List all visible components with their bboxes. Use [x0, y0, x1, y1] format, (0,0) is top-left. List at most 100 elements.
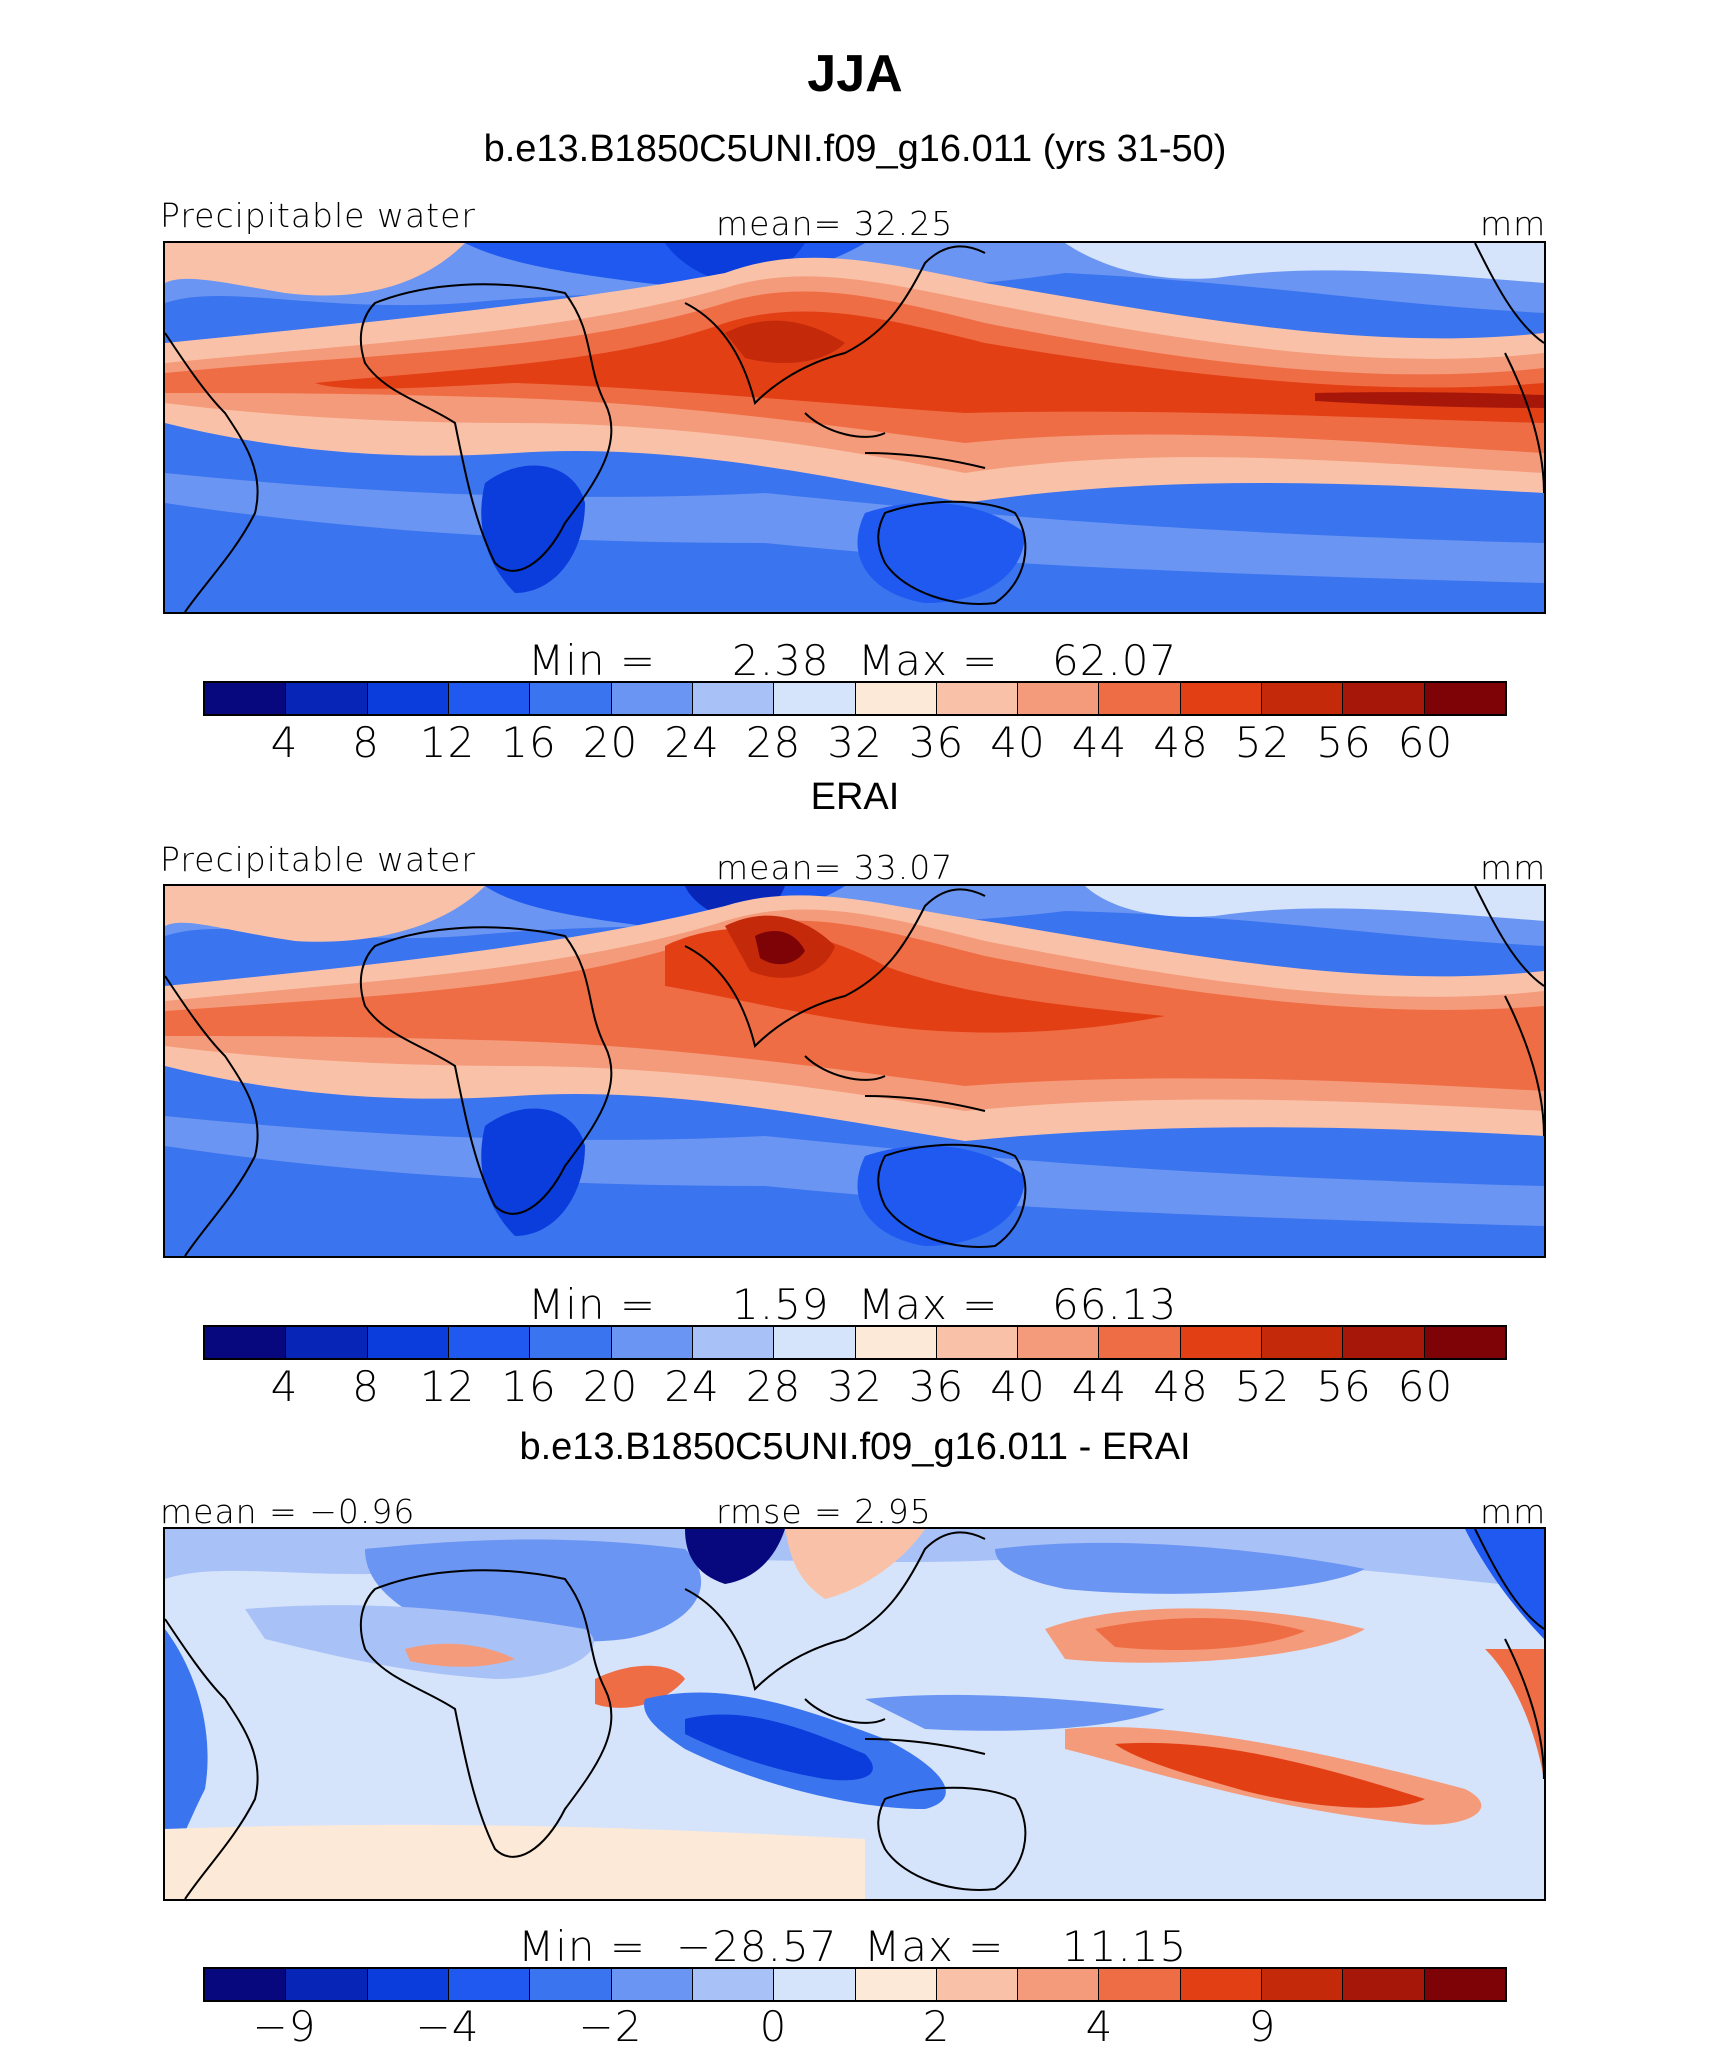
colorbar-swatch — [692, 1969, 775, 2000]
colorbar-swatch — [448, 683, 531, 714]
panel-1-min-value: 2.38 — [732, 636, 830, 685]
colorbar-tick-label: 44 — [1071, 718, 1128, 767]
colorbar-swatch — [1018, 1969, 1100, 2000]
colorbar-tick-label: 36 — [908, 718, 965, 767]
colorbar-swatch — [692, 683, 775, 714]
colorbar-swatch — [611, 1969, 693, 2000]
colorbar-tick-label: 24 — [664, 1362, 720, 1411]
colorbar-swatch — [1099, 1969, 1181, 2000]
colorbar-swatch — [774, 1327, 856, 1358]
panel-2-field — [165, 886, 1544, 1256]
colorbar-tick-label: 52 — [1234, 718, 1291, 767]
panel-2-min-label: Min = — [528, 1280, 657, 1329]
panel-2-max-label: Max = — [858, 1280, 999, 1329]
colorbar-swatch — [1018, 683, 1100, 714]
colorbar-tick-label: 60 — [1397, 1362, 1454, 1411]
panel-1-max-value: 62.07 — [1052, 636, 1178, 685]
colorbar-tick-label: 8 — [352, 718, 380, 767]
colorbar-tick-label: 8 — [352, 1362, 380, 1411]
colorbar-tick-label: 24 — [664, 718, 720, 767]
panel-2-title: ERAI — [810, 776, 900, 818]
colorbar-tick-label: 20 — [582, 1362, 639, 1411]
panel-2-max-value: 66.13 — [1052, 1280, 1178, 1329]
panel-3-colorbar-ticks: −9 −4 −2 0 2 4 9 — [0, 2002, 1710, 2051]
figure-title: JJA — [807, 45, 903, 103]
colorbar-swatch — [1343, 1327, 1425, 1358]
panel-1-units-label: mm — [1480, 204, 1547, 243]
colorbar-swatch — [611, 683, 693, 714]
colorbar-swatch — [855, 1969, 937, 2000]
panel-1-colorbar — [203, 681, 1507, 716]
colorbar-tick-label: 2 — [922, 2002, 951, 2051]
colorbar-tick-label: 12 — [419, 1362, 476, 1411]
colorbar-swatch — [936, 1327, 1019, 1358]
panel-1-field — [165, 243, 1544, 612]
colorbar-tick-label: 40 — [990, 718, 1046, 767]
panel-1-colorbar-ticks: 4 8 12 16 20 24 28 32 36 40 44 48 52 56 60 — [0, 718, 1710, 768]
colorbar-swatch — [1180, 1969, 1263, 2000]
colorbar-swatch — [936, 1969, 1019, 2000]
colorbar-swatch — [692, 1327, 775, 1358]
colorbar-tick-label: 56 — [1316, 718, 1372, 767]
colorbar-tick-label: 52 — [1234, 1362, 1291, 1411]
panel-3-max-value: 11.15 — [1062, 1922, 1188, 1971]
panel-1-variable-label: Precipitable water — [160, 196, 476, 235]
colorbar-tick-label: 9 — [1248, 2002, 1277, 2051]
colorbar-swatch — [774, 683, 856, 714]
colorbar-swatch — [855, 683, 937, 714]
colorbar-tick-label: 0 — [759, 2002, 788, 2051]
colorbar-swatch — [286, 683, 368, 714]
colorbar-swatch — [367, 1969, 449, 2000]
colorbar-tick-label: 16 — [501, 1362, 557, 1411]
colorbar-swatch — [448, 1327, 531, 1358]
panel-1-max-label: Max = — [858, 636, 999, 685]
colorbar-tick-label: 56 — [1316, 1362, 1372, 1411]
panel-2-units-label: mm — [1480, 848, 1547, 887]
panel-1-min-label: Min = — [528, 636, 657, 685]
panel-3-min-label: Min = — [518, 1922, 647, 1971]
colorbar-swatch — [1424, 683, 1505, 714]
colorbar-swatch — [1343, 1969, 1425, 2000]
colorbar-swatch — [205, 683, 287, 714]
colorbar-swatch — [1180, 683, 1263, 714]
colorbar-tick-label: 48 — [1153, 1362, 1209, 1411]
colorbar-swatch — [530, 1969, 612, 2000]
panel-3-map — [163, 1527, 1546, 1901]
colorbar-tick-label: 48 — [1153, 718, 1209, 767]
colorbar-tick-label: 28 — [745, 1362, 802, 1411]
colorbar-swatch — [1099, 683, 1181, 714]
panel-3-max-label: Max = — [864, 1922, 1005, 1971]
panel-3-field — [165, 1529, 1544, 1899]
colorbar-swatch — [1262, 1327, 1344, 1358]
colorbar-tick-label: −9 — [252, 2002, 317, 2051]
colorbar-tick-label: 44 — [1071, 1362, 1128, 1411]
colorbar-swatch — [205, 1969, 287, 2000]
panel-2-min-value: 1.59 — [732, 1280, 830, 1329]
panel-2-colorbar-ticks: 4 8 12 16 20 24 28 32 36 40 44 48 52 56 60 — [0, 1362, 1710, 1412]
panel-3-rmse-label: rmse = 2.95 — [716, 1492, 932, 1531]
panel-3-mean-label: mean = −0.96 — [160, 1492, 416, 1531]
colorbar-tick-label: 32 — [827, 1362, 883, 1411]
colorbar-swatch — [855, 1327, 937, 1358]
colorbar-tick-label: 60 — [1397, 718, 1454, 767]
panel-1-title: b.e13.B1850C5UNI.f09_g16.011 (yrs 31-50) — [483, 128, 1227, 170]
panel-1-mean-label: mean= 32.25 — [716, 204, 954, 243]
colorbar-swatch — [286, 1969, 368, 2000]
colorbar-swatch — [1424, 1327, 1505, 1358]
colorbar-swatch — [367, 683, 449, 714]
panel-3-title: b.e13.B1850C5UNI.f09_g16.011 - ERAI — [519, 1426, 1191, 1468]
panel-3-units-label: mm — [1480, 1492, 1547, 1531]
panel-1-map — [163, 241, 1546, 614]
colorbar-swatch — [530, 1327, 612, 1358]
colorbar-tick-label: 36 — [908, 1362, 965, 1411]
colorbar-tick-label: 32 — [827, 718, 883, 767]
colorbar-swatch — [1424, 1969, 1505, 2000]
colorbar-swatch — [1262, 683, 1344, 714]
colorbar-swatch — [1180, 1327, 1263, 1358]
panel-3-colorbar — [203, 1967, 1507, 2002]
colorbar-tick-label: 4 — [270, 1362, 299, 1411]
colorbar-swatch — [205, 1327, 287, 1358]
panel-2-variable-label: Precipitable water — [160, 840, 476, 879]
colorbar-tick-label: 20 — [582, 718, 639, 767]
panel-2-mean-label: mean= 33.07 — [716, 848, 954, 887]
